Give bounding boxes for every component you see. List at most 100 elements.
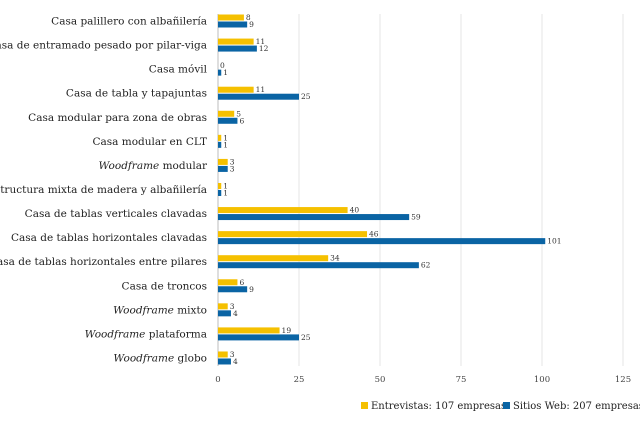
category-label-part: Casa de tablas horizontales clavadas [11,232,207,244]
bar-entrevistas [218,38,254,45]
category-label-part: Casa de tablas horizontales entre pilare… [0,256,207,268]
bar-entrevistas [218,158,228,165]
legend-swatch [503,402,510,409]
category-label-part: Casa de entramado pesado por pilar-viga [0,40,207,52]
value-label: 1 [223,140,228,149]
x-axis-ticks: 0 25 50 75 100 125 [215,375,631,385]
value-label: 12 [259,44,269,53]
category-label-part: Casa de tablas verticales clavadas [25,208,207,220]
value-label: 8 [246,13,251,22]
bar-entrevistas [218,110,235,117]
bar-entrevistas [218,14,244,21]
value-label: 1 [223,181,228,190]
value-label: 1 [223,188,228,197]
value-label: 3 [230,350,235,359]
value-label: 0 [220,61,225,70]
category-label: Casa de troncos [122,280,207,292]
category-labels: Casa palillero con albañilería Casa de en… [0,16,208,365]
category-label: Woodframe modular [98,160,207,172]
bar-sitios-web [218,310,231,317]
bar-entrevistas [218,182,222,189]
gridlines [217,14,624,366]
bar-sitios-web [218,69,222,76]
category-label: Casa modular en CLT [93,136,208,148]
value-label: 62 [421,261,431,270]
x-tick-label: 25 [294,375,305,385]
category-label-part: globo [174,352,207,364]
value-label: 59 [411,213,421,222]
value-labels: 8911120111255611331140594610134626934192… [220,13,562,366]
bar-sitios-web [218,286,248,293]
category-label-part: Casa de tabla y tapajuntas [66,88,207,100]
category-label: Casa móvil [149,64,208,76]
category-label: Woodframe globo [113,352,207,364]
value-label: 4 [233,309,238,318]
legend: Entrevistas: 107 empresas Sitios Web: 207… [361,401,640,412]
category-label-part: Casa modular en CLT [93,136,208,148]
x-tick-label: 50 [375,375,386,385]
bar-sitios-web [218,117,238,124]
value-label: 101 [547,237,561,246]
value-label: 3 [230,164,235,173]
value-label: 40 [350,206,360,215]
value-label: 5 [236,109,241,118]
legend-label: Sitios Web: 207 empresas [513,401,640,412]
bar-sitios-web [218,45,257,52]
bar-sitios-web [218,93,299,100]
bar-sitios-web [218,189,222,196]
category-label: Casa de estructura mixta de madera y alb… [0,184,207,196]
category-label: Woodframe plataforma [85,328,207,340]
bar-sitios-web [218,214,410,221]
category-label-part: modular [159,160,208,172]
x-tick-label: 0 [215,375,220,385]
value-label: 9 [249,20,254,29]
bar-sitios-web [218,262,419,269]
value-label: 3 [230,302,235,311]
bar-sitios-web [218,141,222,148]
value-label: 46 [369,230,379,239]
value-label: 4 [233,357,238,366]
value-label: 9 [249,285,254,294]
category-label-part: mixto [174,304,207,316]
value-label: 11 [256,85,266,94]
bar-entrevistas [218,86,254,93]
category-label-part: Casa palillero con albañilería [51,16,207,28]
value-label: 34 [330,254,340,263]
category-label-part: Casa modular para zona de obras [28,112,207,124]
value-label: 11 [256,37,266,46]
legend-label: Entrevistas: 107 empresas [371,401,506,412]
bar-entrevistas [218,303,228,310]
bar-sitios-web [218,21,248,28]
bar-sitios-web [218,238,546,245]
category-label: Woodframe mixto [113,304,207,316]
bar-sitios-web [218,165,228,172]
bar-entrevistas [218,255,329,262]
bar-sitios-web [218,334,299,341]
category-label-part: Woodframe [113,352,174,364]
bar-entrevistas [218,351,228,358]
value-label: 19 [282,326,292,335]
category-label: Casa de tablas horizontales entre pilare… [0,256,207,268]
legend-swatch [361,402,368,409]
bar-entrevistas [218,279,238,286]
category-label-part: Casa de estructura mixta de madera y alb… [0,184,207,196]
x-tick-label: 100 [534,375,550,385]
bar-sitios-web [218,358,231,365]
category-label: Casa de tablas horizontales clavadas [11,232,207,244]
value-label: 25 [301,333,311,342]
bars [218,14,546,365]
value-label: 1 [223,133,228,142]
x-tick-label: 75 [456,375,467,385]
bar-entrevistas [218,134,222,141]
category-label-part: Woodframe [85,328,146,340]
category-label: Casa modular para zona de obras [28,112,207,124]
x-tick-label: 125 [615,375,631,385]
bar-entrevistas [218,231,368,238]
category-label-part: Woodframe [98,160,159,172]
value-label: 1 [223,68,228,77]
category-label-part: Casa de troncos [122,280,207,292]
value-label: 3 [230,157,235,166]
category-label-part: Woodframe [113,304,174,316]
category-label: Casa de tablas verticales clavadas [25,208,207,220]
